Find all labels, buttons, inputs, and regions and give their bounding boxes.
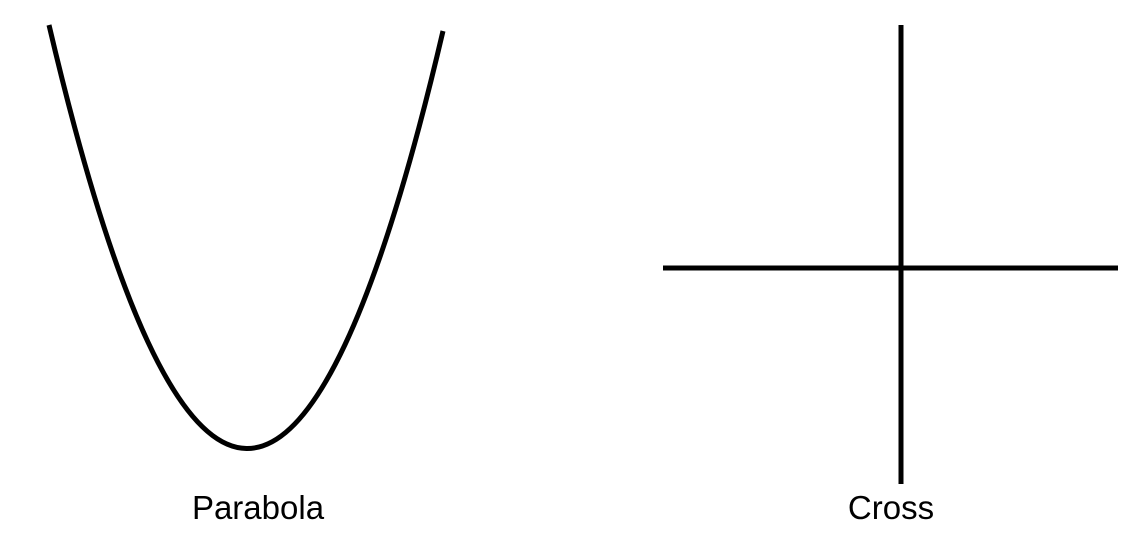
- parabola-caption: Parabola: [191, 489, 325, 526]
- parabola-panel: [46, 24, 446, 451]
- parabola-curve: [46, 24, 446, 451]
- cross-panel: [663, 25, 1118, 484]
- cross-caption: Cross: [847, 489, 935, 526]
